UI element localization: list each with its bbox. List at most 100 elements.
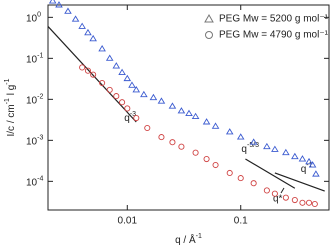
y-tick-label: 100 <box>26 12 41 24</box>
data-point <box>282 148 290 156</box>
superscript: -1 <box>4 78 11 84</box>
data-point <box>128 81 136 88</box>
data-point <box>202 118 211 125</box>
y-tick-label: 10-1 <box>26 53 43 65</box>
data-point <box>64 7 72 14</box>
x-tick-label: 0.1 <box>234 216 248 227</box>
text-part: q <box>241 144 247 155</box>
data-point <box>78 22 86 29</box>
data-point <box>212 161 219 169</box>
data-point <box>226 169 233 177</box>
superscript: -1 <box>37 53 43 60</box>
x-axis-label: q / Å-1 <box>175 233 202 246</box>
data-point <box>291 152 299 160</box>
data-point <box>177 107 186 114</box>
data-point <box>133 114 140 122</box>
data-point <box>192 149 199 156</box>
text-part: 10 <box>26 54 38 65</box>
superscript: -1 <box>306 162 312 169</box>
data-point <box>250 180 257 187</box>
guide-label: q-1 <box>301 162 313 174</box>
data-point <box>263 187 270 194</box>
superscript: -3 <box>37 135 43 142</box>
q-star-label: q* <box>273 194 283 205</box>
superscript: -3 <box>130 111 136 118</box>
data-point <box>305 199 313 206</box>
data-point <box>282 194 289 201</box>
data-point <box>203 155 210 163</box>
text-part: q <box>124 113 130 124</box>
data-point <box>237 175 244 182</box>
legend-marker <box>205 31 213 39</box>
text-part: q <box>301 164 307 175</box>
data-point <box>149 93 158 101</box>
power-law-guide <box>47 26 137 123</box>
text-part: 10 <box>26 136 38 147</box>
data-point <box>271 145 279 152</box>
data-point <box>105 54 114 61</box>
power-law-guide <box>245 158 296 189</box>
legend-label: PEG Mw = 4790 g mol⁻¹ <box>219 30 329 41</box>
data-point <box>55 1 63 8</box>
data-point <box>118 68 126 76</box>
text-part: I/c / cm <box>6 104 17 136</box>
data-point <box>271 190 278 197</box>
text-part: 10 <box>26 13 38 24</box>
text-part: l g <box>6 85 17 98</box>
data-point <box>158 134 165 141</box>
superscript: -1 <box>196 233 202 240</box>
data-point <box>99 79 106 87</box>
data-point <box>263 142 271 150</box>
data-point <box>71 15 80 22</box>
data-point <box>123 74 132 82</box>
data-point <box>211 122 220 129</box>
text-part: 10 <box>26 95 38 106</box>
data-point <box>157 97 166 104</box>
legend-marker <box>204 13 214 23</box>
plot-frame <box>47 4 330 211</box>
data-point <box>236 133 245 140</box>
data-point <box>119 99 126 106</box>
data-point <box>178 143 185 150</box>
x-tick-label: 0.01 <box>118 216 138 227</box>
data-point <box>144 124 151 132</box>
guide-label: q-5/3 <box>241 142 259 154</box>
superscript: -5/3 <box>247 142 259 149</box>
y-tick-label: 10-2 <box>26 94 43 106</box>
superscript: -2 <box>37 94 43 101</box>
data-point <box>113 93 120 100</box>
y-tick-label: 10-3 <box>26 135 43 147</box>
data-point <box>185 109 193 117</box>
data-point <box>191 112 200 120</box>
legend-label: PEG Mw = 5200 g mol⁻¹ <box>219 14 329 25</box>
data-point <box>308 161 317 168</box>
data-point <box>225 128 234 135</box>
data-point <box>169 139 176 146</box>
data-point <box>98 45 106 52</box>
data-point <box>305 157 313 165</box>
data-point <box>249 138 258 145</box>
data-point <box>299 199 306 206</box>
data-point <box>291 196 298 204</box>
superscript: 0 <box>37 12 41 19</box>
y-axis-label: I/c / cm-1 l g-1 <box>4 78 16 136</box>
data-point <box>90 71 97 78</box>
data-point <box>79 64 86 71</box>
text-part: q / Å <box>175 233 196 246</box>
data-point <box>140 90 148 98</box>
data-point <box>84 28 92 36</box>
y-tick-label: 10-4 <box>26 176 43 188</box>
power-law-guide <box>274 172 325 192</box>
data-point <box>48 0 57 4</box>
data-point <box>168 102 177 109</box>
guide-label: q-3 <box>124 111 136 123</box>
data-point <box>106 86 113 93</box>
data-point <box>298 155 307 162</box>
data-point <box>312 170 320 177</box>
data-point <box>132 86 141 93</box>
data-point <box>84 67 92 74</box>
superscript: -4 <box>37 176 43 183</box>
data-point <box>89 34 97 42</box>
data-point <box>124 105 131 112</box>
